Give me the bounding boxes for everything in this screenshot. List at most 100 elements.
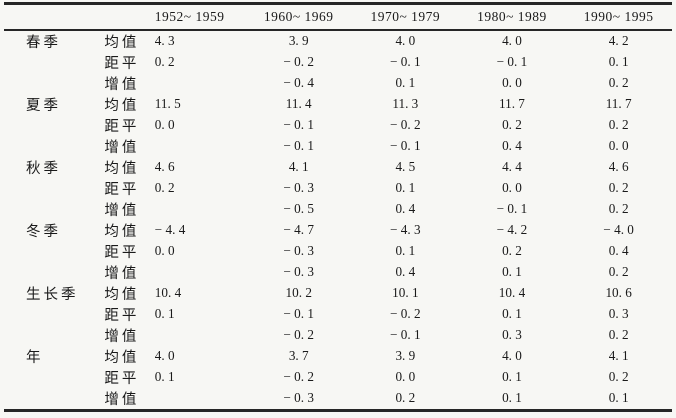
decadal-climate-table: 1952~ 1959 1960~ 1969 1970~ 1979 1980~ 1989… bbox=[4, 2, 672, 412]
season-label: 年 bbox=[26, 349, 44, 366]
value-cell: 4. 2 bbox=[608, 33, 629, 48]
stat-label: 距平 bbox=[104, 55, 140, 72]
value-cell: 0. 2 bbox=[608, 75, 629, 90]
value-cell: 0. 2 bbox=[154, 54, 175, 69]
table-row: 距平 0. 0 − 0. 3 0. 1 0. 2 0. 4 bbox=[4, 241, 672, 262]
value-cell: 0. 2 bbox=[608, 264, 629, 279]
season-label bbox=[4, 73, 76, 94]
table-row: 距平 0. 0 − 0. 1 − 0. 2 0. 2 0. 2 bbox=[4, 115, 672, 136]
value-cell: 4. 5 bbox=[395, 159, 416, 174]
value-cell: 3. 9 bbox=[288, 33, 309, 48]
stat-label: 增值 bbox=[104, 328, 140, 345]
stat-label: 均值 bbox=[104, 160, 140, 177]
value-cell: 0. 2 bbox=[502, 243, 522, 258]
stat-label: 均值 bbox=[104, 349, 140, 366]
season-label: 冬季 bbox=[26, 223, 61, 240]
value-cell: 10. 2 bbox=[285, 285, 312, 300]
header-row: 1952~ 1959 1960~ 1969 1970~ 1979 1980~ 1989… bbox=[4, 3, 672, 31]
value-cell: 0. 0 bbox=[395, 369, 416, 384]
value-cell: 4. 3 bbox=[154, 33, 175, 48]
value-cell: − 0. 1 bbox=[283, 306, 314, 321]
value-cell: 0. 1 bbox=[502, 369, 522, 384]
season-label bbox=[4, 178, 76, 199]
value-cell: 11. 3 bbox=[392, 96, 419, 111]
value-cell: − 0. 2 bbox=[283, 54, 314, 69]
value-cell: 4. 0 bbox=[154, 348, 175, 363]
value-cell: 0. 1 bbox=[608, 390, 629, 405]
value-cell bbox=[139, 388, 246, 411]
season-label bbox=[4, 262, 76, 283]
season-label: 春季 bbox=[26, 34, 61, 51]
value-cell: 0. 1 bbox=[608, 54, 629, 69]
value-cell: 0. 3 bbox=[608, 306, 629, 321]
table-row: 增值 − 0. 4 0. 1 0. 0 0. 2 bbox=[4, 73, 672, 94]
value-cell: 4. 1 bbox=[288, 159, 309, 174]
season-label bbox=[4, 325, 76, 346]
value-cell: − 0. 1 bbox=[496, 54, 528, 69]
value-cell: − 0. 1 bbox=[283, 117, 314, 132]
value-cell: − 0. 2 bbox=[390, 306, 421, 321]
header-spacer bbox=[76, 3, 139, 31]
value-cell: 10. 4 bbox=[498, 285, 526, 300]
season-label bbox=[4, 388, 76, 411]
value-cell: 10. 4 bbox=[154, 285, 182, 300]
season-label bbox=[4, 199, 76, 220]
value-cell: 0. 0 bbox=[608, 138, 629, 153]
stat-label: 距平 bbox=[104, 244, 140, 261]
value-cell: 0. 2 bbox=[608, 201, 629, 216]
table-row: 春季 均值 4. 3 3. 9 4. 0 4. 0 4. 2 bbox=[4, 30, 672, 52]
header-spacer bbox=[4, 3, 77, 31]
table-row: 距平 0. 2 − 0. 3 0. 1 0. 0 0. 2 bbox=[4, 178, 672, 199]
stat-label: 增值 bbox=[104, 202, 140, 219]
value-cell: 0. 1 bbox=[395, 75, 416, 90]
table-row: 增值 − 0. 1 − 0. 1 0. 4 0. 0 bbox=[4, 136, 672, 157]
stat-label: 增值 bbox=[104, 391, 140, 408]
value-cell: − 0. 1 bbox=[390, 327, 421, 342]
value-cell: 0. 0 bbox=[154, 243, 175, 258]
value-cell: − 4. 0 bbox=[603, 222, 634, 237]
value-cell: 10. 1 bbox=[392, 285, 419, 300]
value-cell: 0. 4 bbox=[608, 243, 629, 258]
value-cell: 0. 2 bbox=[608, 369, 629, 384]
value-cell: 11. 5 bbox=[154, 96, 181, 111]
season-label bbox=[4, 367, 76, 388]
value-cell: 0. 0 bbox=[502, 75, 522, 90]
stat-label: 均值 bbox=[104, 34, 140, 51]
value-cell: 0. 1 bbox=[502, 306, 522, 321]
value-cell: − 0. 2 bbox=[390, 117, 421, 132]
table-row: 距平 0. 1 − 0. 2 0. 0 0. 1 0. 2 bbox=[4, 367, 672, 388]
value-cell: − 4. 2 bbox=[496, 222, 528, 237]
table-row: 增值 − 0. 5 0. 4 − 0. 1 0. 2 bbox=[4, 199, 672, 220]
value-cell bbox=[139, 199, 246, 220]
table-row: 增值 − 0. 3 0. 4 0. 1 0. 2 bbox=[4, 262, 672, 283]
stat-label: 距平 bbox=[104, 118, 140, 135]
stat-label: 距平 bbox=[104, 307, 140, 324]
column-header-period: 1990~ 1995 bbox=[565, 3, 672, 31]
value-cell: 0. 4 bbox=[395, 201, 416, 216]
value-cell: 4. 0 bbox=[502, 33, 522, 48]
value-cell: − 4. 4 bbox=[154, 222, 186, 237]
stat-label: 均值 bbox=[104, 286, 140, 303]
value-cell: 0. 1 bbox=[502, 264, 522, 279]
table-row: 增值 − 0. 3 0. 2 0. 1 0. 1 bbox=[4, 388, 672, 411]
value-cell: 0. 2 bbox=[395, 390, 416, 405]
value-cell: 3. 9 bbox=[395, 348, 416, 363]
value-cell: 4. 6 bbox=[608, 159, 629, 174]
value-cell: 0. 2 bbox=[608, 117, 629, 132]
value-cell: 3. 7 bbox=[288, 348, 309, 363]
table-row: 距平 0. 2 − 0. 2 − 0. 1 − 0. 1 0. 1 bbox=[4, 52, 672, 73]
stat-label: 增值 bbox=[104, 265, 140, 282]
value-cell bbox=[139, 136, 246, 157]
value-cell: 0. 2 bbox=[502, 117, 522, 132]
value-cell bbox=[139, 262, 246, 283]
value-cell: 0. 0 bbox=[154, 117, 175, 132]
value-cell: 4. 4 bbox=[502, 159, 522, 174]
value-cell: 0. 2 bbox=[154, 180, 175, 195]
value-cell: − 4. 3 bbox=[390, 222, 421, 237]
value-cell: − 0. 3 bbox=[283, 243, 314, 258]
value-cell bbox=[139, 325, 246, 346]
value-cell: − 4. 7 bbox=[283, 222, 314, 237]
value-cell: 0. 2 bbox=[608, 180, 629, 195]
value-cell: − 0. 3 bbox=[283, 180, 314, 195]
